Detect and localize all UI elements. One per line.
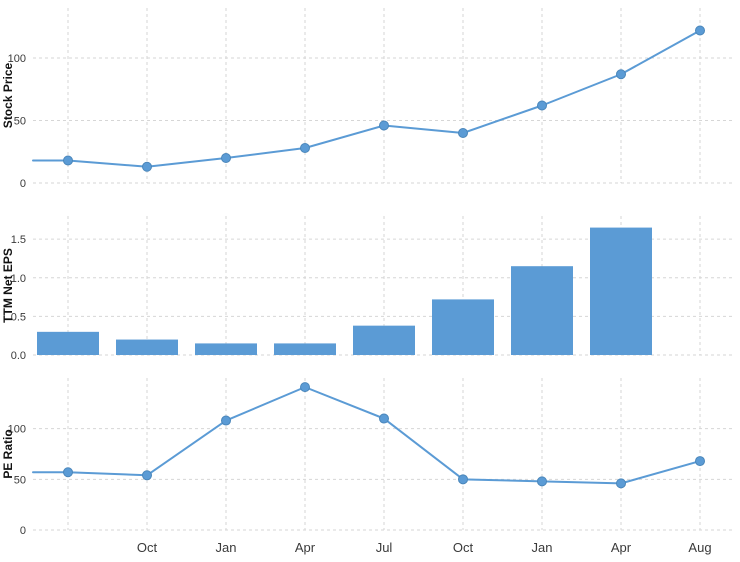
- y-tick-label: 1.5: [11, 234, 26, 246]
- data-point-marker: [537, 100, 547, 111]
- data-point-marker: [458, 128, 468, 138]
- x-tick-label: Jan: [532, 540, 553, 555]
- data-point-marker: [300, 382, 310, 393]
- data-point-marker: [300, 143, 310, 153]
- bar: [511, 266, 573, 355]
- bar: [590, 227, 652, 355]
- data-point-marker: [142, 470, 152, 481]
- y-tick-label: 1.0: [11, 273, 26, 285]
- y-axis-title: Stock Price: [1, 62, 15, 128]
- y-tick-label: 0: [20, 525, 26, 537]
- subplot-ttm-net-eps: 0.0 0.5 1.0 1.5 TTM Net EPS: [1, 216, 733, 362]
- bar: [37, 331, 99, 355]
- line-series: [32, 29, 701, 168]
- y-tick-label: 100: [8, 53, 26, 65]
- y-tick-label: 100: [8, 424, 26, 436]
- data-point-marker: [695, 456, 705, 467]
- x-tick-label: Aug: [688, 540, 711, 555]
- y-tick-label: 50: [14, 116, 26, 128]
- bar: [353, 325, 415, 355]
- data-point-marker: [63, 467, 73, 478]
- bar: [274, 343, 336, 355]
- y-axis-title: PE Ratio: [1, 429, 15, 478]
- data-point-marker: [221, 415, 231, 426]
- data-point-marker: [63, 155, 73, 166]
- data-point-marker: [695, 25, 705, 36]
- y-tick-label: 50: [14, 474, 26, 486]
- data-point-marker: [616, 478, 626, 489]
- bar: [432, 299, 494, 355]
- x-tick-label: Oct: [453, 540, 474, 555]
- data-point-marker: [616, 69, 626, 80]
- y-axis-title: TTM Net EPS: [1, 248, 15, 323]
- x-tick-label: Apr: [295, 540, 316, 555]
- y-tick-label: 0: [20, 178, 26, 190]
- y-tick-label: 0.5: [11, 311, 26, 323]
- data-point-marker: [458, 474, 468, 485]
- data-point-marker: [379, 413, 389, 424]
- data-point-marker: [142, 161, 152, 172]
- line-series: [32, 386, 701, 485]
- y-tick-label: 0.0: [11, 350, 26, 362]
- x-tick-label: Jul: [376, 540, 393, 555]
- bar: [195, 343, 257, 355]
- x-tick-label: Oct: [137, 540, 158, 555]
- data-point-marker: [221, 153, 231, 163]
- x-tick-label: Apr: [611, 540, 632, 555]
- data-point-marker: [537, 476, 547, 487]
- x-tick-label: Jan: [216, 540, 237, 555]
- data-point-marker: [379, 120, 389, 131]
- bar: [116, 339, 178, 355]
